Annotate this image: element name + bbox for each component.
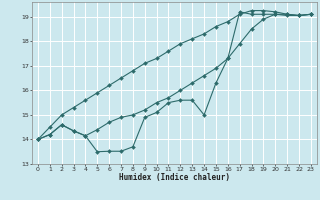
- X-axis label: Humidex (Indice chaleur): Humidex (Indice chaleur): [119, 173, 230, 182]
